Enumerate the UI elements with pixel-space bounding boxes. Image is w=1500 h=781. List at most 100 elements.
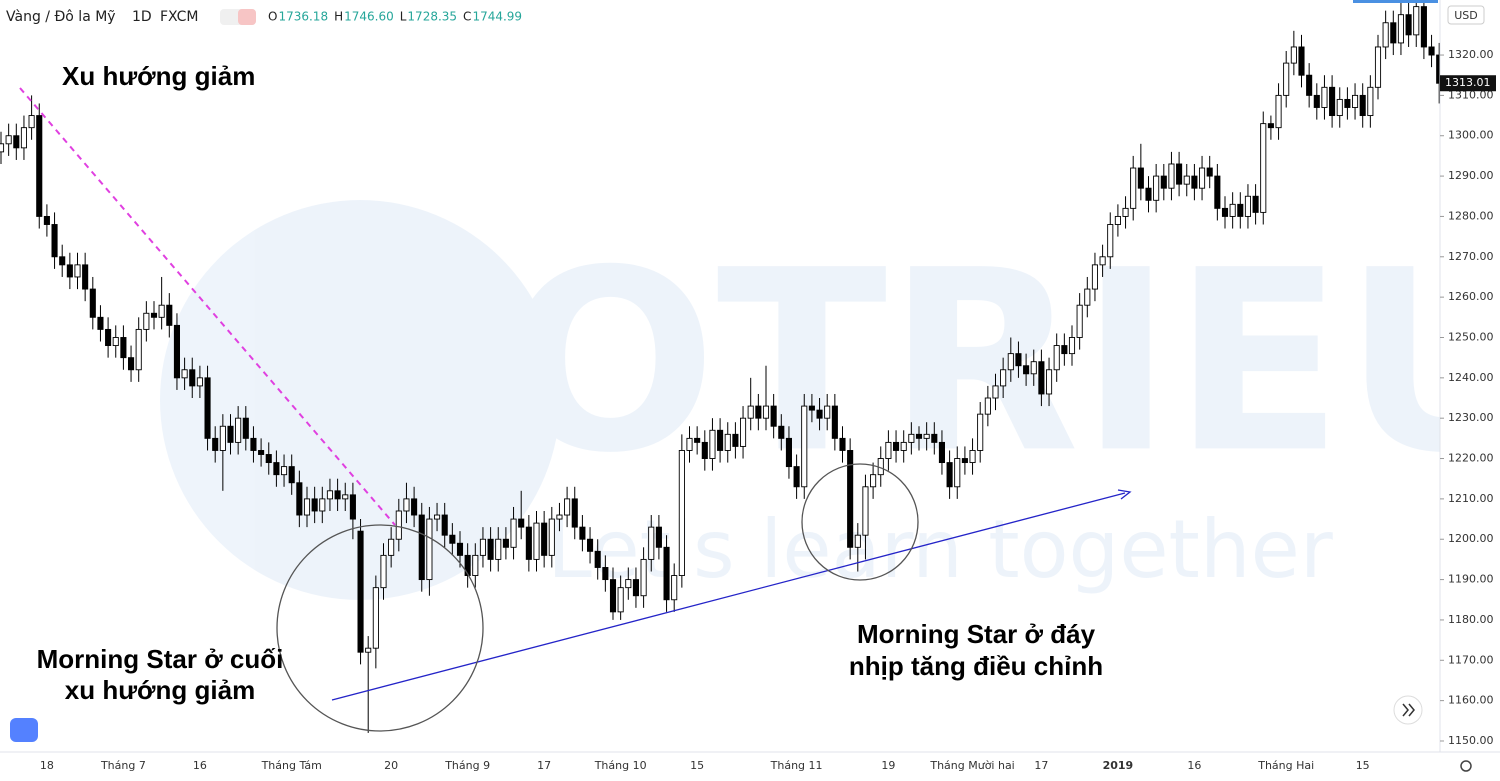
ohlc-key: L xyxy=(400,10,407,24)
candle-body xyxy=(724,433,731,451)
candle-body xyxy=(1045,369,1053,395)
candle-body xyxy=(1007,353,1014,371)
badge[interactable] xyxy=(238,9,256,25)
candle-body xyxy=(0,143,5,153)
candle-body xyxy=(747,405,754,419)
x-tick-label: 15 xyxy=(1356,759,1370,772)
candle-body xyxy=(43,215,50,225)
candle-body xyxy=(977,413,984,451)
candle-body xyxy=(74,264,81,278)
candle-body xyxy=(319,498,326,512)
candle-body xyxy=(1023,365,1030,375)
candle-body xyxy=(1344,98,1351,108)
candle-body xyxy=(923,433,930,439)
candle-body xyxy=(1168,163,1175,189)
y-tick-label: 1290.00 xyxy=(1448,169,1494,182)
annotation: Morning Star ở đáy xyxy=(857,619,1096,649)
candle-body xyxy=(1221,207,1229,217)
candle-body xyxy=(1244,195,1251,217)
candle-body xyxy=(411,498,418,516)
candle-body xyxy=(587,538,594,552)
candle-body xyxy=(1160,175,1167,189)
candle-body xyxy=(189,369,196,387)
x-tick-label: Tháng Hai xyxy=(1257,759,1314,772)
candle-body xyxy=(893,441,900,451)
candle-body xyxy=(1176,163,1183,185)
candle-body xyxy=(862,486,869,536)
x-tick-label: 2019 xyxy=(1103,759,1134,772)
candle-body xyxy=(112,337,119,347)
candle-body xyxy=(564,498,571,516)
candle-body xyxy=(1359,94,1366,117)
symbol: Vàng / Đô la Mỹ xyxy=(6,9,116,25)
candle-body xyxy=(311,498,318,512)
candle-body xyxy=(556,514,563,520)
candle-body xyxy=(961,458,968,464)
ohlc-value: 1728.35 xyxy=(407,10,457,24)
x-tick-label: Tháng Mười hai xyxy=(929,759,1014,772)
y-tick-label: 1300.00 xyxy=(1448,129,1494,142)
candle-body xyxy=(143,312,150,330)
y-tick-label: 1200.00 xyxy=(1448,532,1494,545)
y-tick-label: 1240.00 xyxy=(1448,371,1494,384)
currency-box[interactable] xyxy=(1447,5,1485,25)
logo[interactable] xyxy=(10,718,38,742)
candle-body xyxy=(334,490,341,500)
y-tick-label: 1180.00 xyxy=(1448,613,1494,626)
x-tick-label: Tháng 9 xyxy=(444,759,490,772)
candle-body xyxy=(1030,361,1037,375)
candle-body xyxy=(1374,46,1382,88)
candle-body xyxy=(732,433,739,447)
candle-body xyxy=(1099,256,1106,266)
candle-body xyxy=(1198,167,1206,189)
candle-body xyxy=(441,514,448,536)
candle-body xyxy=(1214,175,1221,209)
source: FXCM xyxy=(160,9,198,25)
candle-body xyxy=(13,135,20,149)
candle-body xyxy=(740,417,747,447)
y-tick-label: 1280.00 xyxy=(1448,209,1494,222)
candle-body xyxy=(495,538,502,560)
candle-body xyxy=(518,518,525,528)
x-tick-label: 17 xyxy=(1034,759,1048,772)
candle-body xyxy=(579,526,586,540)
candle-body xyxy=(265,454,272,464)
candle-body xyxy=(1000,369,1007,387)
candle-body xyxy=(166,304,173,326)
candle-body xyxy=(395,510,402,540)
candle-body xyxy=(173,324,181,379)
candle-body xyxy=(89,288,96,318)
candle-body xyxy=(908,433,915,443)
candle-body xyxy=(992,385,999,399)
settings-icon[interactable] xyxy=(1460,760,1472,772)
candle-body xyxy=(1405,14,1412,36)
candle-body xyxy=(1382,22,1389,48)
ohlc-key: H xyxy=(334,10,343,24)
candle-body xyxy=(816,409,823,419)
candle-body xyxy=(273,462,280,476)
y-tick-label: 1170.00 xyxy=(1448,653,1494,666)
candle-body xyxy=(342,494,349,500)
watermark-slogan: Let's learn together xyxy=(547,503,1333,596)
candle-body xyxy=(1153,175,1160,201)
candle-body xyxy=(426,518,433,581)
candle-body xyxy=(1298,46,1305,76)
price-axis xyxy=(1440,0,1500,781)
highlight-circle xyxy=(801,463,919,581)
x-tick-label: Tháng 10 xyxy=(594,759,647,772)
candle-body xyxy=(571,498,578,528)
candle-body xyxy=(472,554,479,577)
candle-body xyxy=(801,405,808,488)
candle-body xyxy=(20,127,28,149)
candle-body xyxy=(135,328,142,371)
candle-body xyxy=(227,425,234,443)
candle-body xyxy=(931,433,938,443)
candle-body xyxy=(709,429,716,459)
candle-body xyxy=(1183,175,1190,185)
candle-body xyxy=(219,425,226,451)
last-price: 1313.01 xyxy=(1445,76,1491,89)
candle-body xyxy=(785,437,792,468)
last-price-box xyxy=(1440,75,1496,92)
x-tick-label: 16 xyxy=(193,759,207,772)
candle-body xyxy=(984,397,991,415)
